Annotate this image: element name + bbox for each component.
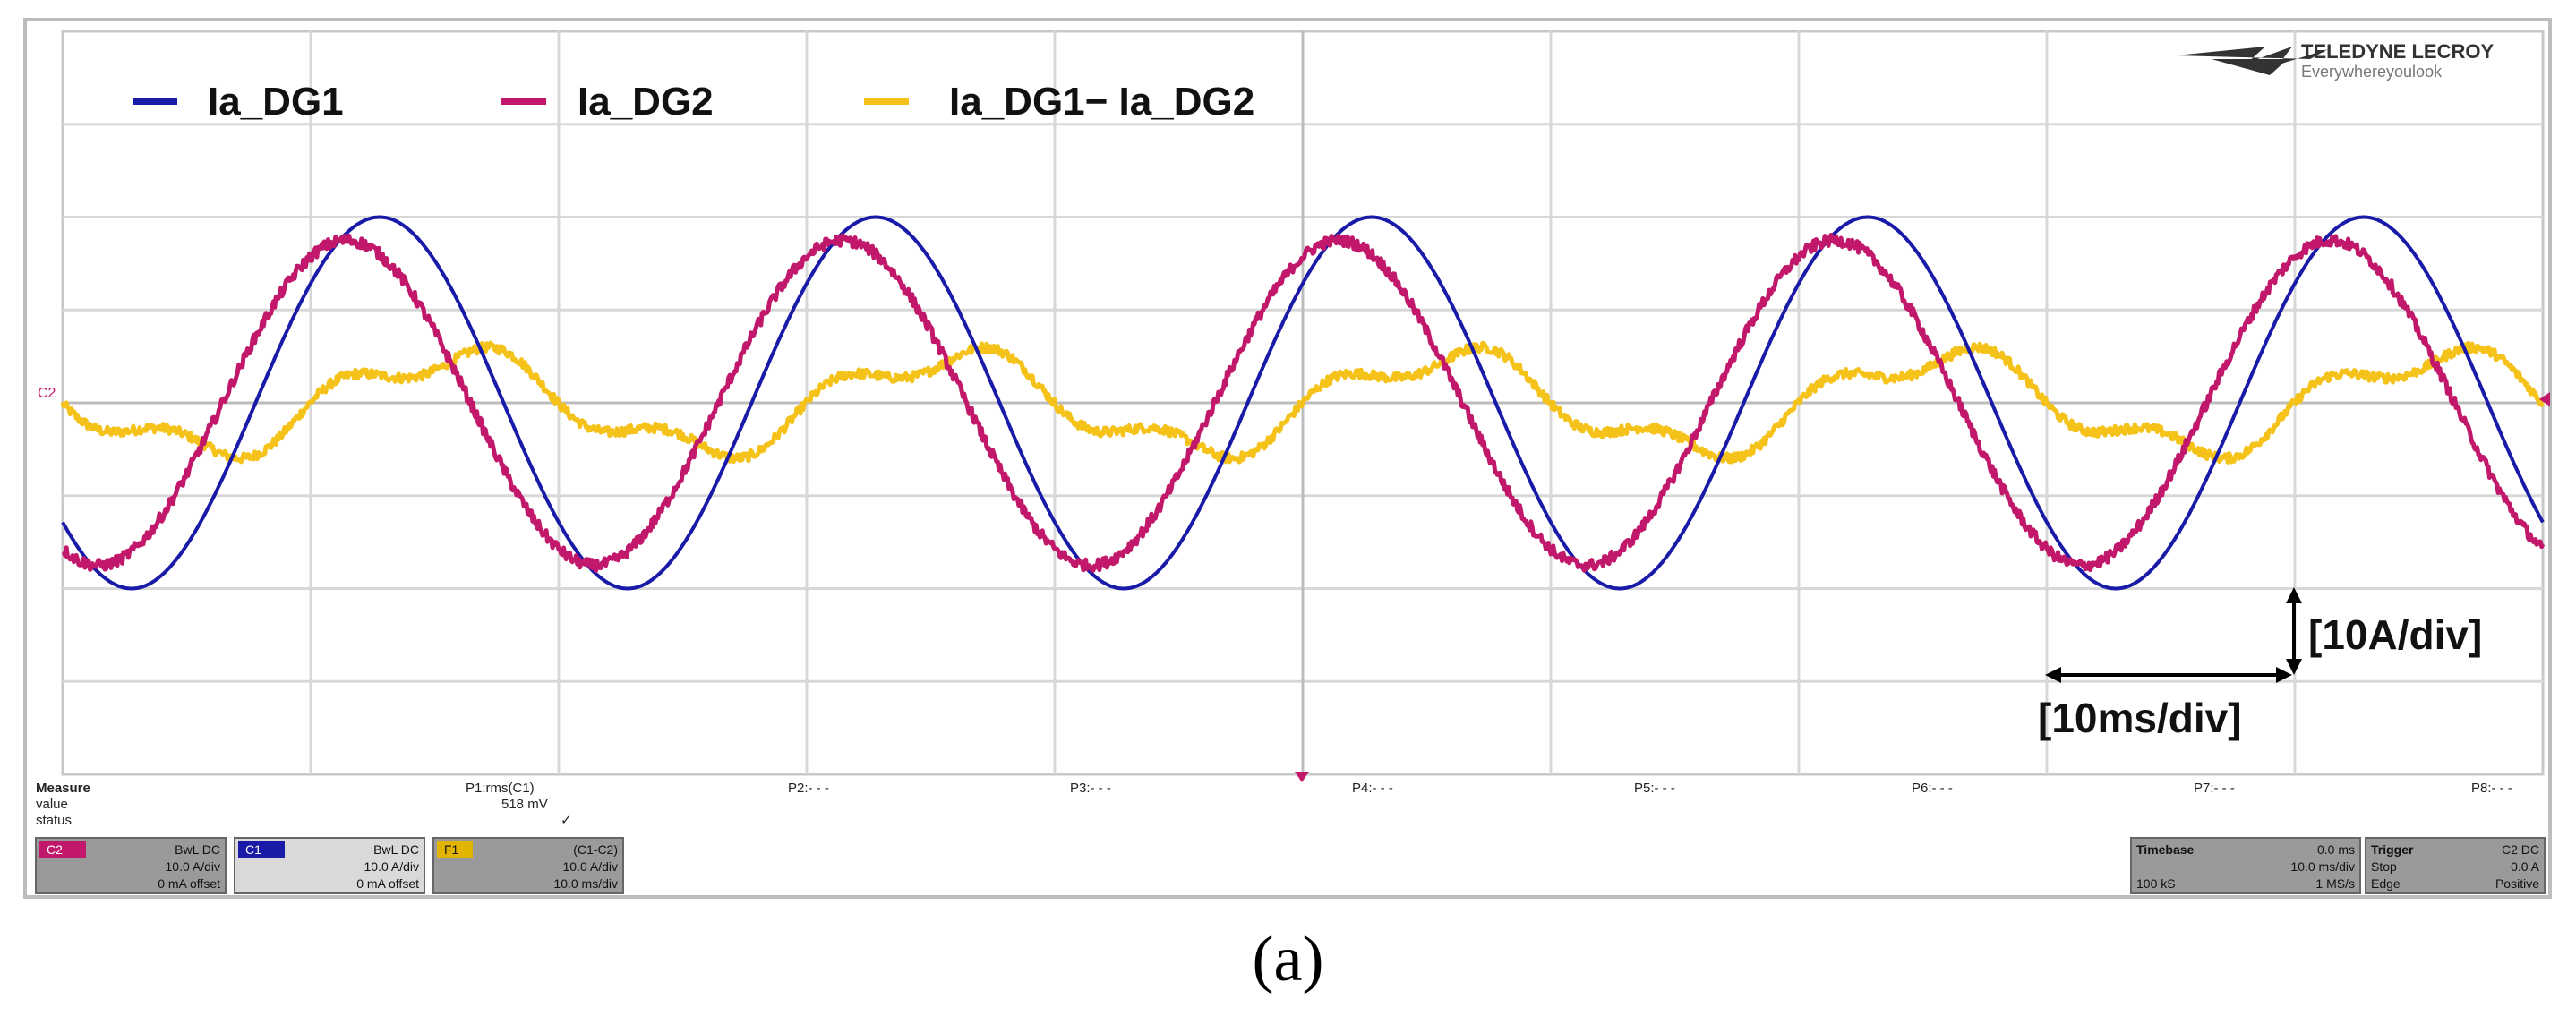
channel-tag-c1 bbox=[238, 841, 285, 858]
channel-source-f1: (C1-C2) bbox=[573, 842, 618, 857]
legend-label-diff: Ia_DG1− Ia_DG2 bbox=[949, 80, 1254, 124]
horizontal-arrow-head-right bbox=[2276, 667, 2292, 683]
value-label: value bbox=[36, 797, 68, 812]
channel-box-c2[interactable]: C2 BwL DC 10.0 A/div 0 mA offset bbox=[35, 837, 227, 894]
trigger-marker bbox=[1295, 772, 1309, 782]
channel-id-c1: C1 bbox=[245, 842, 261, 857]
teledyne-lecroy-logo: TELEDYNE LECROY Everywhereyoulook bbox=[2176, 40, 2494, 81]
figure-caption: (a) bbox=[1252, 923, 1324, 995]
timebase-box[interactable]: Timebase 0.0 ms 10.0 ms/div 100 kS 1 MS/… bbox=[2130, 837, 2361, 894]
timebase-samples: 100 kS bbox=[2136, 876, 2176, 891]
channel-coupling-c2: BwL DC bbox=[175, 842, 220, 857]
channel-scale-c1: 10.0 A/div bbox=[364, 859, 420, 874]
brand-tagline: Everywhereyoulook bbox=[2301, 63, 2443, 81]
measure-status-p1: ✓ bbox=[561, 813, 572, 828]
measure-value-p1: 518 mV bbox=[501, 797, 548, 812]
channel-coupling-c1: BwL DC bbox=[373, 842, 419, 857]
trigger-state: Stop bbox=[2371, 859, 2397, 874]
vertical-arrow-head-bottom bbox=[2286, 659, 2302, 675]
measure-param-p5[interactable]: P5:- - - bbox=[1634, 781, 1675, 796]
trigger-type: Edge bbox=[2371, 876, 2401, 891]
traces bbox=[60, 215, 2546, 591]
trigger-slope: Positive bbox=[2495, 876, 2539, 891]
measure-label: Measure bbox=[36, 781, 90, 796]
vertical-scale-label: [10A/div] bbox=[2308, 611, 2482, 658]
channel-panel: C2 BwL DC 10.0 A/div 0 mA offset C1 BwL … bbox=[35, 837, 2546, 894]
trigger-level: 0.0 A bbox=[2511, 859, 2540, 874]
channel-offset-c1: 0 mA offset bbox=[356, 876, 419, 891]
channel-box-c1[interactable]: C1 BwL DC 10.0 A/div 0 mA offset bbox=[234, 837, 425, 894]
legend-label-ia-dg2: Ia_DG2 bbox=[578, 80, 714, 124]
measure-param-p4[interactable]: P4:- - - bbox=[1352, 781, 1393, 796]
status-label: status bbox=[36, 813, 72, 828]
trace-ia-dg1 bbox=[61, 215, 2545, 591]
horizontal-scale-label: [10ms/div] bbox=[2038, 695, 2242, 741]
channel-scale-c2: 10.0 A/div bbox=[166, 859, 221, 874]
right-edge-marker bbox=[2539, 392, 2550, 406]
timebase-value: 0.0 ms bbox=[2317, 842, 2355, 857]
channel-scale-f1: 10.0 A/div bbox=[563, 859, 619, 874]
trigger-mode: C2 DC bbox=[2502, 842, 2539, 857]
channel-timebase-f1: 10.0 ms/div bbox=[553, 876, 618, 891]
measure-param-p2[interactable]: P2:- - - bbox=[788, 781, 829, 796]
measure-param-p8[interactable]: P8:- - - bbox=[2471, 781, 2512, 796]
scale-annotations: [10A/div] [10ms/div] bbox=[2038, 587, 2482, 741]
legend: Ia_DG1 Ia_DG2 Ia_DG1− Ia_DG2 bbox=[133, 80, 1254, 124]
channel-box-f1[interactable]: F1 (C1-C2) 10.0 A/div 10.0 ms/div bbox=[432, 837, 624, 894]
timebase-scale: 10.0 ms/div bbox=[2290, 859, 2355, 874]
trace-ia-dg2 bbox=[61, 233, 2546, 574]
measure-panel: Measure value status P1:rms(C1) 518 mV ✓… bbox=[36, 781, 2512, 828]
measure-param-p6[interactable]: P6:- - - bbox=[1912, 781, 1953, 796]
horizontal-arrow-head-left bbox=[2045, 667, 2061, 683]
brand-name: TELEDYNE LECROY bbox=[2301, 40, 2494, 63]
logo-mark-lower bbox=[2212, 59, 2288, 75]
legend-label-ia-dg1: Ia_DG1 bbox=[208, 80, 344, 124]
logo-mark bbox=[2176, 47, 2328, 64]
level-marker: C2 bbox=[38, 386, 56, 401]
trace-diff bbox=[60, 340, 2546, 465]
channel-id-c2: C2 bbox=[47, 842, 63, 857]
timebase-rate: 1 MS/s bbox=[2315, 876, 2355, 891]
measure-param-p3[interactable]: P3:- - - bbox=[1070, 781, 1111, 796]
trigger-title: Trigger bbox=[2371, 842, 2414, 857]
vertical-arrow-head-top bbox=[2286, 587, 2302, 603]
channel-tag-f1 bbox=[437, 841, 473, 858]
measure-param-p1[interactable]: P1:rms(C1) bbox=[466, 781, 535, 796]
channel-tag-c2 bbox=[39, 841, 86, 858]
timebase-title: Timebase bbox=[2136, 842, 2195, 857]
measure-param-p7[interactable]: P7:- - - bbox=[2194, 781, 2235, 796]
trigger-box[interactable]: Trigger C2 DC Stop 0.0 A Edge Positive bbox=[2365, 837, 2546, 894]
channel-offset-c2: 0 mA offset bbox=[158, 876, 220, 891]
channel-id-f1: F1 bbox=[444, 842, 459, 857]
